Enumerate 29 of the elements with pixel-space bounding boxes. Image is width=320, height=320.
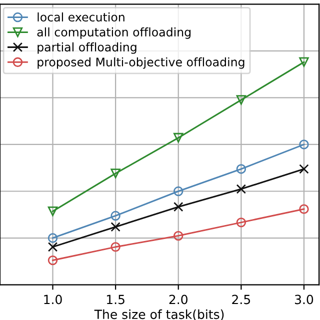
point [110, 242, 120, 252]
point [174, 202, 184, 212]
point [174, 230, 184, 241]
point [236, 95, 246, 105]
point [110, 222, 120, 232]
x-tick-label: 2.0 [169, 294, 188, 304]
legend-label: local execution [38, 12, 124, 22]
point [299, 57, 309, 67]
point [48, 242, 58, 252]
point [174, 132, 184, 143]
legend-label: proposed Multi-objective offloading [38, 57, 244, 69]
point [110, 210, 120, 221]
point [299, 204, 309, 214]
point [236, 184, 246, 194]
point [236, 218, 246, 228]
x-tick-label: 1.5 [106, 294, 124, 304]
point [48, 206, 58, 216]
x-tick-label: 1.0 [44, 294, 62, 304]
point [48, 255, 58, 266]
legend-label: partial offloading [38, 42, 136, 54]
point [174, 186, 184, 196]
point [236, 164, 246, 174]
point [299, 140, 309, 150]
x-tick-label: 3.0 [294, 294, 314, 304]
legend-label: all computation offloading [37, 27, 191, 39]
point [299, 164, 309, 174]
point [48, 233, 58, 243]
point [110, 168, 120, 178]
x-tick-label: 2.5 [232, 294, 250, 304]
